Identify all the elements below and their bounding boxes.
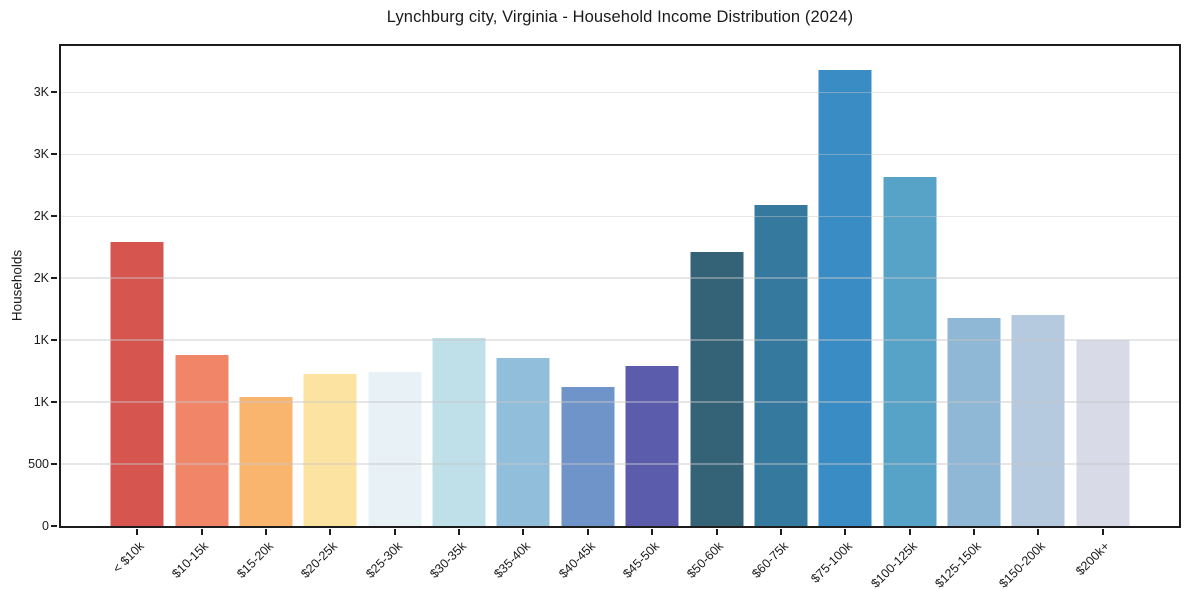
x-tick-label: $30-35k — [427, 539, 469, 581]
x-tick-label: $20-25k — [298, 539, 341, 581]
y-tick-label: 500 — [28, 457, 49, 472]
y-tick-label: 0 — [42, 519, 49, 533]
x-tick-label: $100-125k — [867, 539, 920, 590]
bar — [239, 397, 293, 526]
y-tick-mark — [51, 463, 57, 466]
x-tick-label: $75-100k — [808, 539, 856, 586]
bar-slot: $20-25k — [298, 46, 362, 581]
y-tick-label: 2K — [33, 209, 49, 224]
gridline — [61, 339, 1179, 341]
x-tick-mark — [715, 529, 718, 535]
y-tick-mark — [51, 277, 57, 280]
bar — [1011, 314, 1065, 526]
x-tick-mark — [1037, 529, 1040, 535]
x-tick-label: $35-40k — [491, 539, 534, 581]
bar-slot: $10-15k — [169, 46, 233, 581]
bar — [432, 338, 486, 526]
x-tick-label: $125-150k — [932, 539, 984, 590]
x-tick-label: $60-75k — [748, 539, 791, 581]
x-tick-mark — [136, 529, 139, 535]
bar-slot: $45-50k — [620, 46, 684, 581]
x-tick-label: $50-60k — [684, 539, 727, 581]
bar — [947, 317, 1001, 526]
x-tick-mark — [264, 529, 267, 535]
x-tick-mark — [393, 529, 396, 535]
x-tick-mark — [651, 529, 654, 535]
bar — [625, 365, 679, 526]
bar-slot: $75-100k — [808, 46, 877, 586]
gridline — [61, 401, 1179, 403]
gridline — [61, 153, 1179, 156]
y-tick-label: 3K — [33, 147, 49, 162]
y-tick-mark — [51, 401, 57, 404]
bar — [883, 176, 937, 526]
bar — [303, 374, 357, 526]
x-tick-mark — [522, 529, 525, 535]
y-tick-mark — [51, 525, 57, 527]
y-tick-mark — [51, 91, 57, 94]
bar-slot: $150-200k — [997, 46, 1070, 590]
bar — [175, 355, 229, 526]
y-tick-label: 2K — [33, 271, 49, 286]
x-tick-mark — [844, 529, 847, 535]
x-tick-label: $15-20k — [233, 539, 276, 581]
bar-slot: $30-35k — [427, 46, 491, 581]
y-tick-mark — [51, 215, 57, 218]
bar — [690, 251, 744, 526]
x-tick-label: $10-15k — [169, 539, 212, 581]
plot-inner: < $10k $10-15k $15-20k $20-25k $25-30k $30-35… — [28, 46, 1179, 590]
y-tick-label: 1K — [33, 333, 49, 348]
y-axis-label: Households — [9, 249, 25, 322]
gridline — [61, 91, 1179, 94]
x-tick-label: $150-200k — [996, 539, 1049, 590]
bar — [1076, 340, 1130, 526]
bar-slot: $60-75k — [749, 46, 813, 581]
bar — [110, 242, 164, 526]
chart-title: Lynchburg city, Virginia - Household Inc… — [386, 8, 854, 26]
bar-slot: $40-45k — [556, 46, 620, 581]
bar-slot: $50-60k — [684, 46, 748, 581]
x-tick-mark — [200, 529, 203, 535]
x-tick-mark — [586, 529, 589, 535]
bar-slot: $25-30k — [363, 46, 427, 581]
x-tick-mark — [1101, 529, 1104, 535]
x-tick-mark — [329, 529, 332, 535]
bar — [754, 204, 808, 526]
y-tick-label: 3K — [33, 85, 49, 100]
x-tick-label: $200k+ — [1073, 539, 1113, 579]
x-tick-mark — [779, 529, 782, 535]
y-tick-label: 1K — [33, 395, 49, 410]
x-tick-mark — [908, 529, 911, 535]
x-tick-mark — [458, 529, 461, 535]
plot-area: < $10k $10-15k $15-20k $20-25k $25-30k $30-35… — [28, 44, 1181, 590]
gridline — [61, 215, 1179, 218]
bar-slot: $125-150k — [932, 46, 1006, 590]
bar — [561, 387, 615, 526]
x-tick-mark — [973, 529, 976, 535]
bar — [368, 371, 422, 526]
x-tick-label: $45-50k — [620, 539, 663, 581]
bar-slot: $15-20k — [234, 46, 298, 581]
bar — [818, 70, 872, 526]
bar-slot: $200k+ — [1071, 46, 1135, 578]
bar-slot: $100-125k — [868, 46, 942, 590]
y-tick-mark — [51, 339, 57, 342]
bar-slot: $35-40k — [491, 46, 555, 581]
x-tick-label: < $10k — [110, 539, 148, 576]
x-tick-label: $40-45k — [555, 539, 598, 581]
x-tick-label: $25-30k — [362, 539, 405, 581]
y-tick-mark — [51, 153, 57, 156]
gridline — [61, 463, 1179, 465]
gridline — [61, 277, 1179, 280]
bars-container: < $10k $10-15k $15-20k $20-25k $25-30k $30-35… — [61, 46, 1179, 590]
bar — [496, 358, 550, 526]
bar-slot: < $10k — [105, 46, 169, 576]
